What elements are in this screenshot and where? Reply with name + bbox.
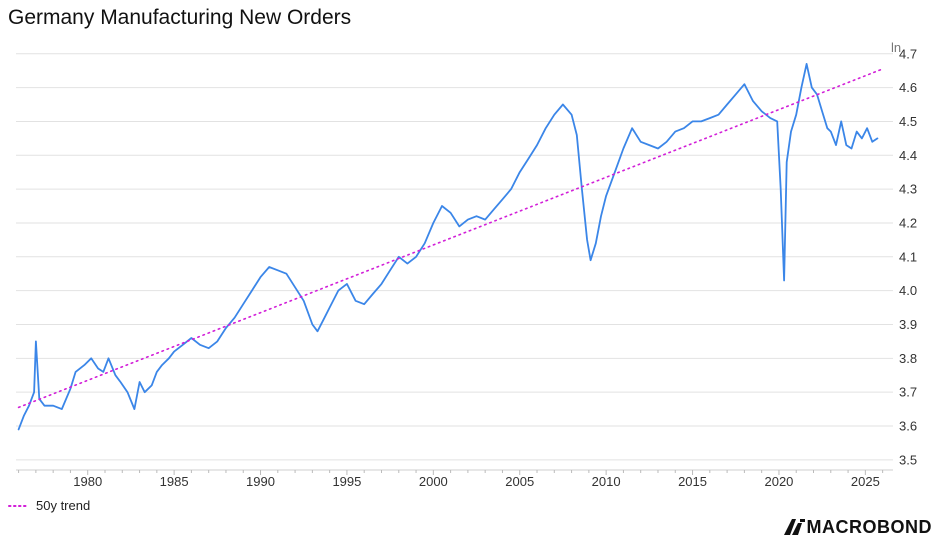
y-tick-label: 4.1 [899, 249, 917, 264]
x-tick-label: 2000 [419, 474, 448, 489]
trend-line-50y [17, 68, 884, 409]
x-tick-label: 2015 [678, 474, 707, 489]
x-tick-label: 2005 [505, 474, 534, 489]
gridlines [16, 53, 893, 461]
x-tick-label: 1995 [332, 474, 361, 489]
x-tick-label: 1980 [73, 474, 102, 489]
legend: 50y trend [8, 498, 90, 513]
y-tick-label: 4.2 [899, 215, 917, 230]
legend-dotted-line-icon [8, 504, 30, 507]
x-tick-label: 1985 [160, 474, 189, 489]
x-tick-label: 2025 [851, 474, 880, 489]
x-tick-label: 1990 [246, 474, 275, 489]
y-tick-label: 3.8 [899, 351, 917, 366]
y-tick-label: 4.7 [899, 46, 917, 61]
y-tick-label: 3.9 [899, 317, 917, 332]
x-tick-label: 2010 [592, 474, 621, 489]
y-tick-label: 4.5 [899, 114, 917, 129]
y-tick-label: 3.5 [899, 452, 917, 467]
y-tick-label: 3.7 [899, 385, 917, 400]
series-layer [17, 63, 884, 431]
x-tick-label: 2020 [764, 474, 793, 489]
y-axis: 3.5 3.6 3.7 3.8 3.9 4.0 4.1 4.2 4.3 4.4 4.5 4.6 4.7l… [891, 40, 917, 467]
y-tick-label: 3.6 [899, 419, 917, 434]
y-tick-label: 4.3 [899, 182, 917, 197]
macrobond-logo-icon [783, 519, 805, 535]
y-axis-unit-label: ln [891, 40, 901, 55]
macrobond-logo: MACROBOND [783, 516, 933, 537]
series-line-new-orders [17, 63, 879, 431]
legend-label-trend: 50y trend [36, 498, 91, 513]
chart-title: Germany Manufacturing New Orders [8, 6, 352, 29]
x-axis: 1980 1985 1990 1995 2000 2005 2010 2015 2020 2025 [16, 469, 893, 489]
y-tick-label: 4.6 [899, 80, 917, 95]
y-tick-label: 4.4 [899, 148, 917, 163]
logo-text: MACROBOND [806, 516, 932, 537]
y-tick-label: 4.0 [899, 283, 917, 298]
